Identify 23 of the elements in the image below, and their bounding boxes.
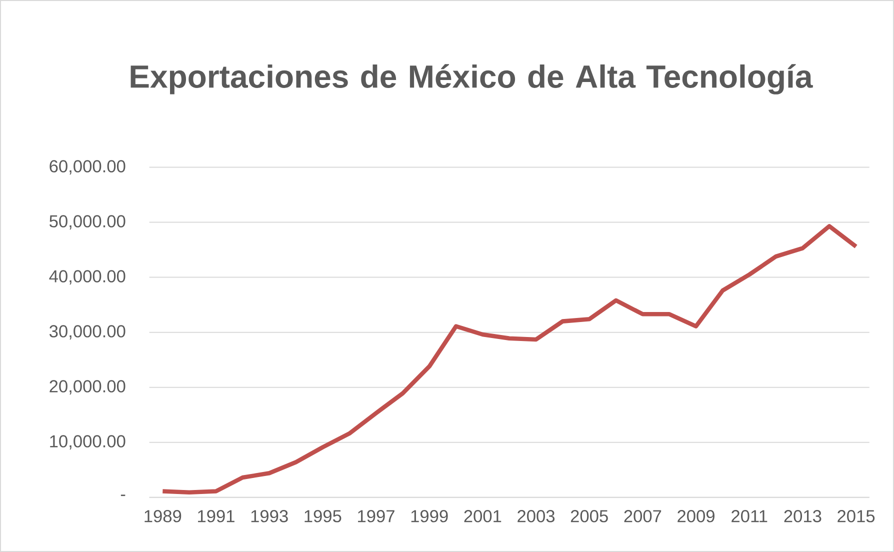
x-tick-label: 2007 [624,510,662,522]
y-tick-label: 50,000.00 [50,215,126,230]
y-tick-label: - [120,494,126,496]
y-tick-label: 10,000.00 [50,435,126,450]
x-tick-label: 1995 [304,510,342,522]
x-tick-label: 2009 [678,510,714,522]
x-tick-label: 1993 [251,510,288,522]
y-tick-label: 60,000.00 [50,160,126,174]
x-tick-label: 2005 [570,510,608,522]
x-tick-label: 2003 [518,510,555,522]
x-tick-label: 2015 [838,510,875,522]
y-tick-label: 40,000.00 [49,270,126,284]
y-tick-label: 30,000.00 [49,325,126,340]
y-tick-label: 20,000.00 [50,380,126,394]
x-tick-label: 2013 [784,510,822,522]
x-tick-label: 2001 [464,510,502,522]
x-tick-label: 1997 [358,510,394,522]
chart-title: Exportaciones de México de Alta Tecnología [130,64,813,94]
x-tick-label: 1999 [411,510,448,522]
x-tick-label: 1991 [198,510,234,522]
x-tick-label: 1989 [144,510,182,522]
x-tick-label: 2011 [732,510,768,522]
line-series [160,224,858,495]
